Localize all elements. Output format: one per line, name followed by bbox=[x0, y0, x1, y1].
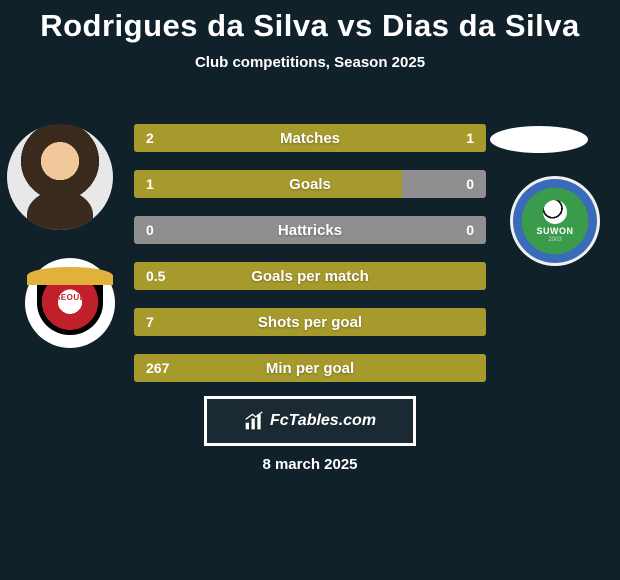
soccer-ball-icon bbox=[543, 200, 567, 224]
watermark-text: FcTables.com bbox=[270, 412, 376, 430]
club-badge-right-year: 2003 bbox=[548, 237, 561, 243]
stat-label: Matches bbox=[134, 124, 486, 152]
watermark-box: FcTables.com bbox=[204, 396, 416, 446]
stat-label: Hattricks bbox=[134, 216, 486, 244]
page-title: Rodrigues da Silva vs Dias da Silva bbox=[0, 8, 620, 44]
club-badge-left-label: SEOUL bbox=[37, 293, 103, 302]
stat-row: 7Shots per goal bbox=[134, 308, 486, 336]
page-subtitle: Club competitions, Season 2025 bbox=[0, 54, 620, 71]
stat-row: 21Matches bbox=[134, 124, 486, 152]
stat-label: Shots per goal bbox=[134, 308, 486, 336]
comparison-card: Rodrigues da Silva vs Dias da Silva Club… bbox=[0, 0, 620, 580]
stat-row: 267Min per goal bbox=[134, 354, 486, 382]
stat-row: 10Goals bbox=[134, 170, 486, 198]
club-badge-left: SEOUL bbox=[25, 258, 115, 348]
stat-row: 00Hattricks bbox=[134, 216, 486, 244]
stat-label: Goals per match bbox=[134, 262, 486, 290]
stat-label: Goals bbox=[134, 170, 486, 198]
club-badge-left-wings-icon bbox=[27, 267, 113, 285]
chart-icon bbox=[244, 411, 264, 431]
player-left-avatar bbox=[7, 124, 113, 230]
stats-list: 21Matches 10Goals 00Hattricks 0.5Goals per … bbox=[134, 124, 486, 400]
match-date: 8 march 2025 bbox=[0, 456, 620, 473]
club-badge-left-shield: SEOUL bbox=[37, 271, 103, 335]
club-badge-right: SUWON 2003 bbox=[510, 176, 600, 266]
club-badge-right-label: SUWON bbox=[537, 226, 574, 236]
player-right-avatar-placeholder bbox=[490, 126, 588, 153]
stat-label: Min per goal bbox=[134, 354, 486, 382]
stat-row: 0.5Goals per match bbox=[134, 262, 486, 290]
